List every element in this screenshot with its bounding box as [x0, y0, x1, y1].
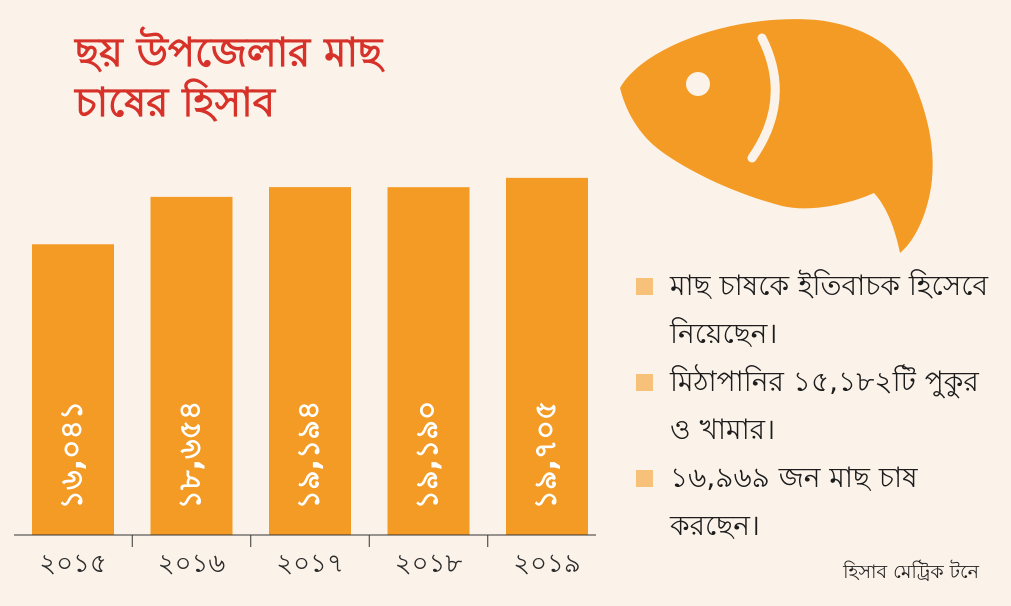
x-tick-label: ২০১৬: [158, 549, 226, 579]
chart-title: ছয় উপজেলার মাছ চাষের হিসাব: [75, 30, 383, 126]
note-item: মাছ চাষকে ইতিবাচক হিসেবে নিয়েছেন।: [612, 262, 1002, 358]
note-bullet: [636, 374, 653, 391]
x-tick-label: ২০১৫: [39, 549, 107, 579]
x-tick-label: ২০১৯: [513, 549, 581, 579]
fish-eye: [686, 72, 710, 96]
bar-value-label: ১৬,০৪১: [55, 401, 90, 510]
bar: [506, 177, 588, 536]
note-text: মিঠাপানির ১৫,১৮২টি পুকুর ও খামার।: [670, 365, 979, 446]
bar: [150, 196, 233, 536]
bar-chart: ১৬,০৪১ ২০১৫ ১৮,৬৫৪ ২০১৬ ১৯,১৯৪ ২০১৭ ১৯,১৯০ ২০১৮…: [14, 177, 596, 579]
bar-value-label: ১৯,১৯০: [410, 401, 445, 510]
note-item: মিঠাপানির ১৫,১৮২টি পুকুর ও খামার।: [612, 358, 1002, 454]
source-note: হিসাব মেট্রিক টনে: [843, 561, 979, 583]
x-tick-label: ২০১৭: [276, 549, 344, 579]
note-item: ১৬,৯৬৯ জন মাছ চাষ করছেন।: [612, 454, 1002, 550]
bar: [32, 244, 114, 535]
note-text: ১৬,৯৬৯ জন মাছ চাষ করছেন।: [670, 461, 918, 542]
fish-body: [620, 19, 933, 253]
fish-icon: [620, 19, 933, 253]
bar-value-label: ১৯,৭০৫: [529, 401, 564, 510]
bar: [269, 187, 351, 535]
bar-value-label: ১৮,৬৫৪: [173, 401, 208, 510]
bar-value-label: ১৯,১৯৪: [292, 401, 327, 510]
note-text: মাছ চাষকে ইতিবাচক হিসেবে নিয়েছেন।: [670, 269, 989, 350]
note-bullet: [636, 278, 653, 295]
bar: [387, 187, 470, 535]
fish-gill: [747, 33, 780, 163]
notes-list: মাছ চাষকে ইতিবাচক হিসেবে নিয়েছেন। মিঠাপ…: [612, 262, 1002, 550]
note-bullet: [636, 470, 653, 487]
x-tick-label: ২০১৮: [395, 549, 463, 579]
